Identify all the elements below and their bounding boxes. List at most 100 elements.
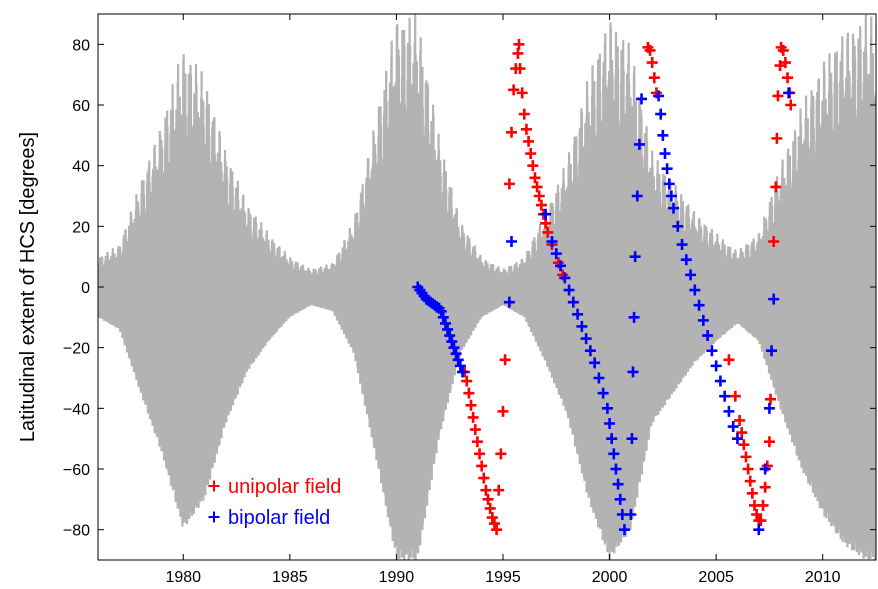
series-0 <box>459 38 797 536</box>
data-point <box>697 314 709 326</box>
data-point <box>493 484 505 496</box>
data-point <box>482 493 494 505</box>
data-point <box>533 190 545 202</box>
data-point <box>751 509 763 520</box>
data-point <box>719 390 731 402</box>
x-tick-label: 2010 <box>805 569 841 586</box>
data-point <box>572 308 584 320</box>
data-point <box>693 299 705 311</box>
legend-label: bipolar field <box>228 507 330 529</box>
data-point <box>506 126 518 138</box>
data-point <box>763 436 775 448</box>
data-point <box>768 293 780 305</box>
data-point <box>513 38 525 50</box>
data-point <box>597 387 609 399</box>
data-point <box>661 163 673 175</box>
data-point <box>727 421 739 433</box>
data-point <box>785 99 797 111</box>
legend-label: unipolar field <box>228 476 341 498</box>
legend: unipolar field bipolar field <box>208 476 341 529</box>
data-point <box>523 135 535 147</box>
data-point <box>580 333 592 345</box>
data-point <box>685 269 697 281</box>
data-point <box>604 418 616 429</box>
data-point <box>772 90 784 102</box>
y-tick-label: −20 <box>63 341 90 358</box>
data-point <box>738 439 750 451</box>
y-tick-label: −40 <box>63 401 90 418</box>
data-point <box>435 305 447 317</box>
data-point <box>516 87 528 99</box>
data-point <box>631 190 643 202</box>
y-tick-label: 20 <box>72 219 90 236</box>
y-tick-label: 60 <box>72 98 90 115</box>
data-point <box>495 448 507 460</box>
data-point <box>576 320 588 332</box>
data-point <box>474 448 486 460</box>
data-point <box>629 251 641 263</box>
data-point <box>546 236 558 247</box>
data-point <box>633 138 645 150</box>
data-point <box>714 375 726 387</box>
data-point <box>452 354 464 366</box>
data-point <box>710 360 722 372</box>
data-point <box>465 399 477 411</box>
data-point <box>542 226 554 238</box>
data-point <box>527 160 539 172</box>
data-point <box>463 387 475 399</box>
data-point <box>593 372 605 384</box>
data-point <box>461 375 473 387</box>
data-point <box>676 239 688 251</box>
data-point <box>729 390 741 402</box>
data-point <box>508 84 520 96</box>
data-point <box>702 330 714 342</box>
data-point <box>610 463 622 475</box>
data-point <box>672 220 684 232</box>
data-point <box>782 72 794 84</box>
data-point <box>584 345 596 357</box>
data-point <box>771 132 783 144</box>
data-point <box>497 405 509 417</box>
data-point <box>723 405 735 417</box>
data-point <box>503 296 515 308</box>
data-point <box>636 93 648 105</box>
x-axis: 1980 1985 1990 1995 2000 2005 2010 <box>165 14 841 586</box>
data-point <box>486 512 498 524</box>
series-layer <box>412 38 797 536</box>
data-point <box>555 260 567 272</box>
hcs-band <box>98 14 876 560</box>
data-point <box>618 524 630 536</box>
data-point <box>763 402 775 414</box>
data-point <box>589 357 601 369</box>
data-point <box>535 199 547 211</box>
data-point <box>779 57 791 69</box>
data-point <box>444 330 456 342</box>
data-point <box>746 487 758 499</box>
data-point <box>442 323 454 335</box>
data-point <box>476 460 488 472</box>
series-1 <box>412 87 795 536</box>
data-point <box>755 515 767 527</box>
data-point <box>499 354 511 366</box>
data-point <box>625 509 637 520</box>
data-point <box>665 190 677 202</box>
data-point <box>736 427 748 439</box>
data-point <box>439 317 451 329</box>
data-point <box>540 208 552 220</box>
data-point <box>525 148 537 160</box>
data-point <box>768 236 780 247</box>
data-point <box>608 448 620 460</box>
x-tick-label: 1985 <box>272 569 308 586</box>
data-point <box>448 342 460 354</box>
data-point <box>657 129 669 141</box>
data-point <box>506 236 518 247</box>
data-point <box>648 72 660 84</box>
data-point <box>627 366 639 378</box>
data-point <box>659 148 671 160</box>
y-tick-label: −80 <box>63 523 90 540</box>
data-point <box>480 484 492 496</box>
data-point <box>567 296 579 308</box>
data-point <box>759 463 771 475</box>
y-tick-label: 80 <box>72 37 90 54</box>
